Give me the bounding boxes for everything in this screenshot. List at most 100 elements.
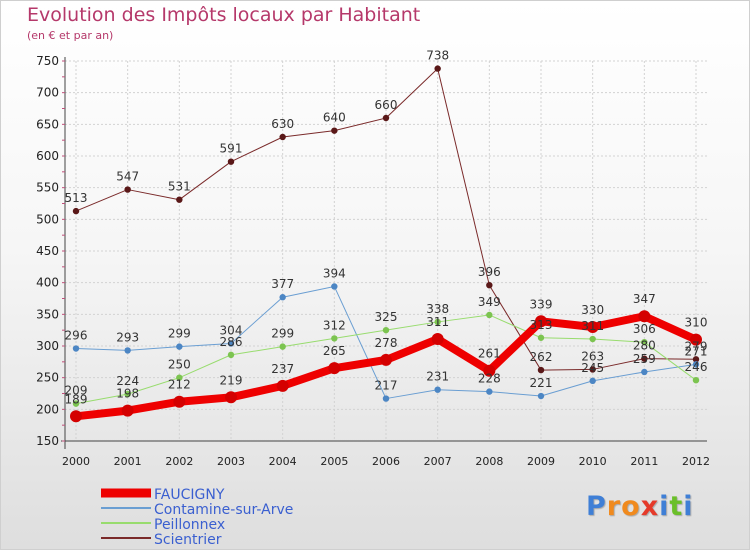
point-peillonnex bbox=[486, 311, 493, 319]
point-faucigny bbox=[121, 404, 134, 417]
point-peillonnex bbox=[227, 351, 235, 359]
chart-title: Evolution des Impôts locaux par Habitant bbox=[27, 4, 421, 26]
data-label: 311 bbox=[426, 315, 449, 329]
data-label: 349 bbox=[478, 295, 501, 309]
data-label: 250 bbox=[168, 358, 191, 372]
y-tick-label: 300 bbox=[36, 339, 59, 353]
point-faucigny bbox=[173, 395, 186, 408]
point-contamine-sur-arve bbox=[72, 345, 80, 352]
data-label: 219 bbox=[220, 373, 243, 387]
data-label: 347 bbox=[633, 292, 656, 306]
y-tick-label: 200 bbox=[36, 402, 59, 416]
point-faucigny bbox=[638, 310, 651, 323]
point-faucigny bbox=[483, 364, 496, 377]
data-label: 228 bbox=[478, 372, 501, 386]
data-label: 377 bbox=[271, 277, 294, 291]
point-contamine-sur-arve bbox=[279, 294, 286, 301]
data-label: 299 bbox=[168, 327, 191, 341]
x-tick-label: 2001 bbox=[114, 455, 142, 468]
y-tick-label: 250 bbox=[36, 371, 59, 385]
point-contamine-sur-arve bbox=[227, 340, 235, 347]
x-tick-label: 2011 bbox=[630, 455, 658, 468]
y-tick-label: 150 bbox=[36, 434, 59, 448]
point-faucigny bbox=[380, 353, 392, 366]
point-scientrier bbox=[641, 355, 648, 362]
data-label: 531 bbox=[168, 180, 191, 194]
data-label: 198 bbox=[116, 387, 139, 401]
data-label: 293 bbox=[116, 330, 139, 344]
data-labels: 189 198 212 219 237 265 278 311 261 339 330 347 310 2… bbox=[65, 49, 708, 407]
legend-label: Contamine-sur-Arve bbox=[154, 502, 293, 518]
series-lines bbox=[70, 65, 702, 423]
point-peillonnex bbox=[279, 343, 286, 350]
point-scientrier bbox=[589, 366, 596, 373]
data-label: 306 bbox=[633, 322, 656, 336]
point-scientrier bbox=[692, 356, 700, 363]
data-label: 246 bbox=[685, 360, 708, 374]
point-peillonnex bbox=[589, 335, 596, 343]
point-faucigny bbox=[70, 410, 82, 423]
data-label: 209 bbox=[65, 384, 88, 398]
point-peillonnex bbox=[434, 318, 441, 326]
axes: 150 200 250 300 350 400 450 500 550 600 650 700 750 2… bbox=[36, 54, 710, 468]
point-scientrier bbox=[434, 65, 441, 72]
point-contamine-sur-arve bbox=[589, 377, 596, 385]
proxiti-logo: Proxiti bbox=[586, 491, 694, 522]
data-label: 547 bbox=[116, 170, 139, 184]
point-contamine-sur-arve bbox=[641, 368, 648, 376]
data-label: 221 bbox=[530, 376, 553, 390]
legend-label: Scientrier bbox=[154, 532, 222, 548]
logo-letter: r bbox=[606, 491, 622, 522]
x-tick-label: 2002 bbox=[165, 455, 193, 468]
gridlines bbox=[65, 60, 707, 442]
x-tick-label: 2010 bbox=[579, 455, 607, 468]
point-scientrier bbox=[279, 133, 286, 141]
x-tick-label: 2005 bbox=[320, 455, 348, 468]
point-contamine-sur-arve bbox=[486, 388, 493, 395]
y-tick-label: 350 bbox=[36, 307, 59, 321]
data-label: 310 bbox=[685, 316, 708, 330]
point-contamine-sur-arve bbox=[692, 361, 700, 368]
point-scientrier bbox=[537, 366, 545, 374]
x-tick-label: 2008 bbox=[475, 455, 503, 468]
x-tick-label: 2000 bbox=[62, 455, 90, 468]
x-tick-label: 2009 bbox=[527, 455, 555, 468]
data-label: 286 bbox=[220, 335, 243, 349]
point-scientrier bbox=[227, 158, 235, 165]
point-peillonnex bbox=[537, 334, 545, 341]
data-label: 304 bbox=[220, 323, 243, 337]
data-label: 630 bbox=[271, 117, 294, 131]
data-label: 311 bbox=[581, 319, 604, 333]
data-label: 265 bbox=[323, 344, 346, 358]
point-scientrier bbox=[486, 282, 493, 289]
y-tick-label: 750 bbox=[36, 54, 59, 68]
point-faucigny bbox=[225, 391, 237, 404]
data-label: 299 bbox=[271, 327, 294, 341]
y-tick-label: 500 bbox=[36, 212, 59, 226]
point-peillonnex bbox=[692, 377, 700, 384]
point-contamine-sur-arve bbox=[537, 392, 545, 400]
x-tick-label: 2012 bbox=[682, 455, 710, 468]
point-scientrier bbox=[124, 186, 131, 193]
data-label: 237 bbox=[271, 362, 294, 376]
point-scientrier bbox=[176, 196, 183, 203]
data-label: 259 bbox=[633, 352, 656, 366]
point-faucigny bbox=[276, 379, 289, 392]
point-peillonnex bbox=[176, 374, 183, 381]
logo-letter: t bbox=[669, 491, 684, 522]
data-label: 330 bbox=[581, 303, 604, 317]
data-label: 339 bbox=[530, 297, 553, 311]
chart-subtitle: (en € et par an) bbox=[27, 29, 114, 42]
data-label: 271 bbox=[685, 344, 708, 358]
point-faucigny bbox=[690, 333, 702, 346]
point-contamine-sur-arve bbox=[176, 343, 183, 350]
data-label: 313 bbox=[530, 318, 553, 332]
data-label: 224 bbox=[116, 374, 139, 388]
data-label: 640 bbox=[323, 111, 346, 125]
y-tick-label: 650 bbox=[36, 117, 59, 131]
data-label: 278 bbox=[375, 336, 398, 350]
point-faucigny bbox=[535, 315, 547, 328]
point-peillonnex bbox=[331, 335, 338, 342]
legend-label: Peillonnex bbox=[154, 517, 225, 533]
